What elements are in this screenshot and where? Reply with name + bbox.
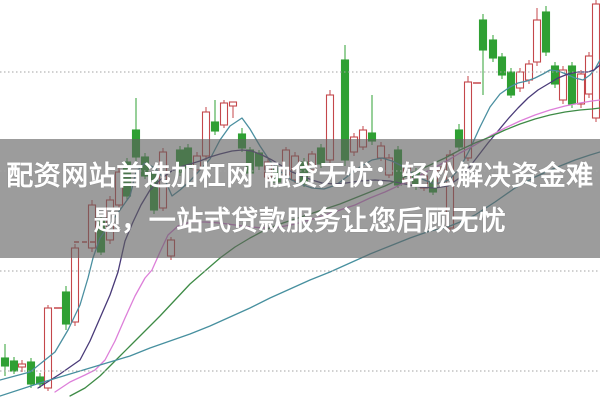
kline-chart [0,0,600,397]
article-cover: 配资网站首选加杠网 融贷无忧：轻松解决资金难 题，一站式贷款服务让您后顾无忧 [0,0,600,397]
